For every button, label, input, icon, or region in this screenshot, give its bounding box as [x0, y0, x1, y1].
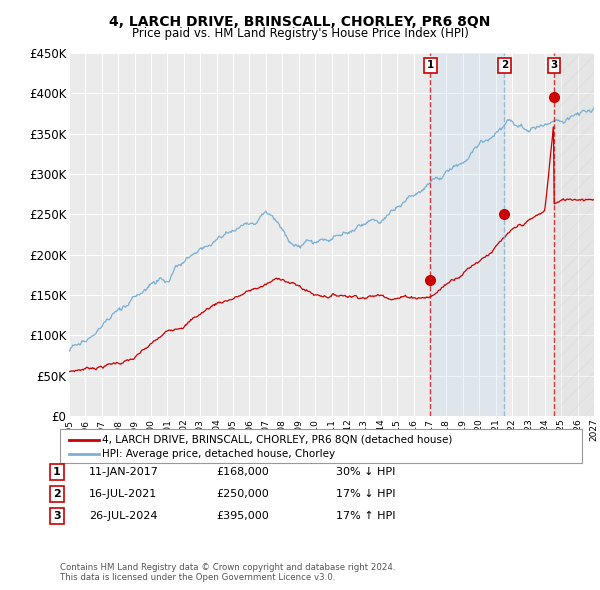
Text: Contains HM Land Registry data © Crown copyright and database right 2024.
This d: Contains HM Land Registry data © Crown c… — [60, 563, 395, 582]
Text: 2: 2 — [501, 60, 508, 70]
Text: 4, LARCH DRIVE, BRINSCALL, CHORLEY, PR6 8QN (detached house): 4, LARCH DRIVE, BRINSCALL, CHORLEY, PR6 … — [102, 435, 452, 444]
Text: 1: 1 — [427, 60, 434, 70]
Text: 11-JAN-2017: 11-JAN-2017 — [89, 467, 158, 477]
Text: 3: 3 — [551, 60, 558, 70]
Text: £395,000: £395,000 — [216, 511, 269, 520]
Text: HPI: Average price, detached house, Chorley: HPI: Average price, detached house, Chor… — [102, 450, 335, 459]
Text: 16-JUL-2021: 16-JUL-2021 — [89, 489, 157, 499]
Text: 4, LARCH DRIVE, BRINSCALL, CHORLEY, PR6 8QN: 4, LARCH DRIVE, BRINSCALL, CHORLEY, PR6 … — [109, 15, 491, 29]
Text: 2: 2 — [53, 489, 61, 499]
Bar — [430, 53, 505, 416]
Text: 17% ↑ HPI: 17% ↑ HPI — [336, 511, 395, 520]
Text: 26-JUL-2024: 26-JUL-2024 — [89, 511, 157, 520]
Text: 17% ↓ HPI: 17% ↓ HPI — [336, 489, 395, 499]
Text: £250,000: £250,000 — [216, 489, 269, 499]
Text: £168,000: £168,000 — [216, 467, 269, 477]
Text: 3: 3 — [53, 511, 61, 520]
Bar — [554, 53, 594, 416]
Text: Price paid vs. HM Land Registry's House Price Index (HPI): Price paid vs. HM Land Registry's House … — [131, 27, 469, 40]
Text: 1: 1 — [53, 467, 61, 477]
Text: 30% ↓ HPI: 30% ↓ HPI — [336, 467, 395, 477]
